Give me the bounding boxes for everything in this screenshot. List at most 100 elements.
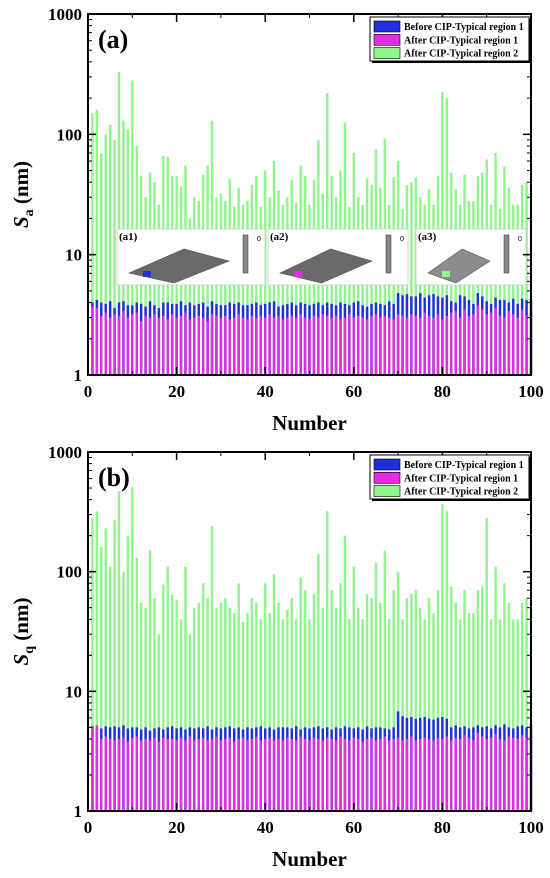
bar [210, 314, 214, 375]
bar [157, 204, 161, 375]
x-axis: 0 20 40 60 80 100 [84, 14, 544, 401]
bar [317, 738, 320, 811]
bar [507, 311, 511, 375]
bar [458, 619, 462, 811]
bar [224, 315, 227, 375]
bar [281, 740, 285, 811]
bar [525, 182, 528, 375]
bar [348, 740, 351, 811]
bar [432, 204, 435, 375]
bar [294, 202, 298, 375]
bar [396, 571, 400, 811]
bar [330, 738, 333, 811]
x-tick-label: 80 [434, 382, 451, 401]
bar [135, 312, 138, 375]
bar [419, 317, 422, 375]
bar [520, 602, 524, 811]
inset-label: (a2) [270, 231, 289, 243]
bar [388, 204, 391, 375]
bar [405, 738, 409, 811]
bar [410, 314, 413, 375]
x-tick-label: 80 [434, 818, 451, 837]
bar [303, 590, 307, 811]
bar [294, 740, 298, 811]
y-axis-title: Sa (nm) [9, 161, 37, 228]
bar [339, 319, 342, 375]
bar [170, 594, 174, 811]
bar [414, 315, 418, 375]
bar [228, 319, 231, 375]
bar [224, 738, 227, 811]
bar [436, 590, 440, 811]
color-marker [294, 271, 302, 277]
bar [268, 314, 271, 375]
bar [263, 583, 267, 811]
bar [326, 511, 329, 811]
bar [330, 317, 333, 375]
bar [357, 197, 360, 375]
bar [232, 741, 236, 811]
bar [113, 314, 116, 375]
bar [419, 197, 422, 375]
bar [441, 738, 444, 811]
bar [494, 566, 497, 811]
bar [361, 317, 364, 375]
bar [162, 737, 165, 811]
bar [157, 317, 161, 375]
bar [334, 197, 338, 375]
bar [485, 314, 488, 375]
bar [396, 737, 400, 811]
bar [357, 315, 360, 375]
x-tick-label: 0 [84, 818, 93, 837]
bar [441, 319, 444, 375]
color-marker [442, 271, 450, 277]
bar [312, 315, 316, 375]
scale-bar [503, 234, 510, 274]
bar [201, 737, 205, 811]
bar [525, 737, 528, 811]
bar [193, 317, 196, 375]
bar [348, 206, 351, 375]
bar [303, 738, 307, 811]
bar [250, 315, 254, 375]
y-tick-label: 1000 [48, 443, 82, 462]
bar [188, 736, 192, 811]
bar [472, 740, 475, 811]
bar [463, 735, 466, 811]
bar [512, 619, 515, 811]
bar [108, 317, 112, 375]
bar [481, 309, 484, 375]
bar [445, 736, 449, 811]
inset-2: (a2) 0 [267, 228, 409, 286]
scale-bar [385, 234, 392, 274]
bar [467, 200, 471, 375]
bar [419, 607, 422, 811]
bar [348, 619, 351, 811]
bar [396, 314, 400, 375]
bar [131, 486, 134, 811]
bar [476, 305, 480, 375]
bar [139, 321, 143, 375]
bar [432, 740, 435, 811]
legend-label: After CIP-Typical region 1 [404, 35, 518, 46]
bar [277, 602, 280, 811]
bar [485, 518, 488, 811]
bar [472, 200, 475, 375]
bar [175, 740, 178, 811]
bar [520, 309, 524, 375]
bar [294, 619, 298, 811]
bar [317, 317, 320, 375]
bar [153, 314, 156, 375]
bar [215, 607, 218, 811]
bar [272, 574, 276, 811]
y-axis-title: Sq (nm) [9, 598, 37, 666]
bar [312, 737, 316, 811]
bar [117, 738, 121, 811]
bar [467, 315, 471, 375]
bar [193, 740, 196, 811]
bar [458, 204, 462, 375]
bar [374, 314, 378, 375]
bar [401, 315, 404, 375]
bar [330, 590, 333, 811]
